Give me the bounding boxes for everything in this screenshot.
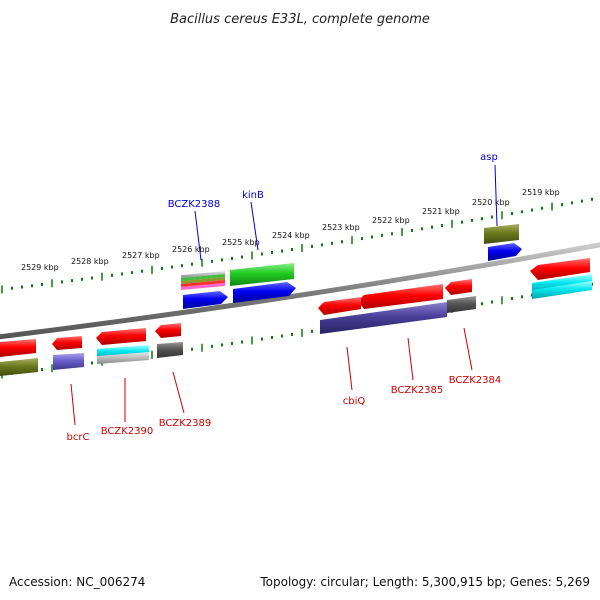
gene-kinB-feature[interactable] bbox=[230, 263, 294, 286]
kbp-labels: 2519 kbp 2520 kbp 2521 kbp 2522 kbp 2523… bbox=[21, 188, 560, 272]
gene-bczk2389-cds[interactable] bbox=[155, 323, 181, 338]
gene-asp[interactable] bbox=[484, 224, 522, 261]
gene-label-bczk2385[interactable]: BCZK2385 bbox=[391, 385, 444, 396]
gene-right-edge-feature[interactable] bbox=[532, 281, 592, 299]
kbp-label: 2524 kbp bbox=[272, 231, 310, 240]
callout-line bbox=[346, 346, 353, 391]
kbp-label: 2526 kbp bbox=[172, 245, 210, 254]
gene-label-bcrC[interactable]: bcrC bbox=[67, 432, 90, 443]
gene-label-bczk2390[interactable]: BCZK2390 bbox=[101, 426, 154, 437]
gene-bczk2389[interactable] bbox=[155, 323, 183, 358]
gene-bczk2384-cds[interactable] bbox=[445, 279, 472, 295]
gene-cbiQ-feature[interactable] bbox=[320, 302, 447, 334]
gene-bczk2388[interactable] bbox=[181, 271, 228, 309]
gene-bczk2390-feature[interactable] bbox=[97, 352, 149, 364]
gene-left-edge-cds[interactable] bbox=[0, 339, 36, 357]
gene-bczk2388-stripe[interactable] bbox=[181, 280, 225, 287]
gene-bczk2388-stripe[interactable] bbox=[181, 274, 225, 281]
genome-backbone bbox=[0, 242, 600, 340]
callout-line bbox=[463, 327, 473, 371]
callout-line bbox=[70, 383, 76, 426]
callout-line bbox=[407, 337, 414, 381]
reverse-gene-labels: bcrC BCZK2390 BCZK2389 cbiQ BCZK2385 BCZ… bbox=[67, 327, 502, 443]
gene-label-bczk2388[interactable]: BCZK2388 bbox=[168, 199, 221, 210]
forward-gene-labels: asp kinB BCZK2388 bbox=[168, 152, 498, 261]
callout-line bbox=[172, 371, 185, 414]
kbp-label: 2525 kbp bbox=[222, 238, 260, 247]
gene-asp-cds[interactable] bbox=[488, 243, 522, 261]
gene-bczk2388-stripe[interactable] bbox=[181, 283, 225, 290]
gene-bczk2388-cds[interactable] bbox=[183, 291, 228, 309]
forward-genes bbox=[181, 224, 522, 309]
outer-tick-track bbox=[1, 197, 593, 294]
gene-kinB-cds[interactable] bbox=[233, 282, 296, 303]
callout-line bbox=[194, 210, 202, 261]
gene-label-asp[interactable]: asp bbox=[480, 152, 498, 163]
gene-bczk2388-stripe[interactable] bbox=[181, 277, 225, 284]
gene-bczk2385[interactable] bbox=[358, 284, 443, 309]
gene-cbiQ[interactable] bbox=[318, 297, 447, 334]
gene-label-cbiQ[interactable]: cbiQ bbox=[343, 396, 366, 407]
gene-bczk2390[interactable] bbox=[96, 328, 149, 364]
gene-label-bczk2384[interactable]: BCZK2384 bbox=[449, 375, 502, 386]
gene-kinB[interactable] bbox=[230, 263, 296, 303]
kbp-label: 2523 kbp bbox=[322, 223, 360, 232]
gene-label-kinB[interactable]: kinB bbox=[242, 190, 264, 201]
accession-text: Accession: NC_006274 bbox=[9, 575, 145, 589]
reverse-genes bbox=[0, 258, 592, 376]
gene-bczk2384[interactable] bbox=[445, 279, 476, 313]
callout-line bbox=[494, 164, 498, 227]
gene-left-edge-feature[interactable] bbox=[0, 358, 38, 376]
gene-label-bczk2389[interactable]: BCZK2389 bbox=[159, 418, 212, 429]
gene-bcrC-feature[interactable] bbox=[53, 353, 84, 370]
kbp-label: 2527 kbp bbox=[122, 251, 160, 260]
gene-bcrC-cds[interactable] bbox=[52, 336, 82, 350]
gene-bczk2384-feature[interactable] bbox=[447, 296, 476, 313]
gene-left-edge[interactable] bbox=[0, 339, 38, 376]
kbp-label: 2528 kbp bbox=[71, 257, 109, 266]
callout-line bbox=[250, 201, 259, 251]
gene-bczk2389-feature[interactable] bbox=[157, 342, 183, 358]
gene-cbiQ-cds[interactable] bbox=[318, 297, 361, 315]
gene-bcrC[interactable] bbox=[52, 336, 84, 370]
page-title: Bacillus cereus E33L, complete genome bbox=[170, 12, 430, 27]
gene-bczk2388-stripe[interactable] bbox=[181, 271, 225, 278]
gene-bczk2390-cds[interactable] bbox=[96, 328, 146, 345]
kbp-label: 2521 kbp bbox=[422, 207, 460, 216]
gene-asp-feature[interactable] bbox=[484, 224, 519, 244]
gene-right-edge[interactable] bbox=[530, 258, 592, 299]
gene-right-edge-cds[interactable] bbox=[530, 258, 590, 280]
kbp-label: 2529 kbp bbox=[21, 263, 59, 272]
gene-bczk2385-cds[interactable] bbox=[358, 284, 443, 309]
kbp-label: 2519 kbp bbox=[522, 188, 560, 197]
kbp-label: 2520 kbp bbox=[472, 198, 510, 207]
topology-text: Topology: circular; Length: 5,300,915 bp… bbox=[259, 575, 590, 589]
kbp-label: 2522 kbp bbox=[372, 216, 410, 225]
